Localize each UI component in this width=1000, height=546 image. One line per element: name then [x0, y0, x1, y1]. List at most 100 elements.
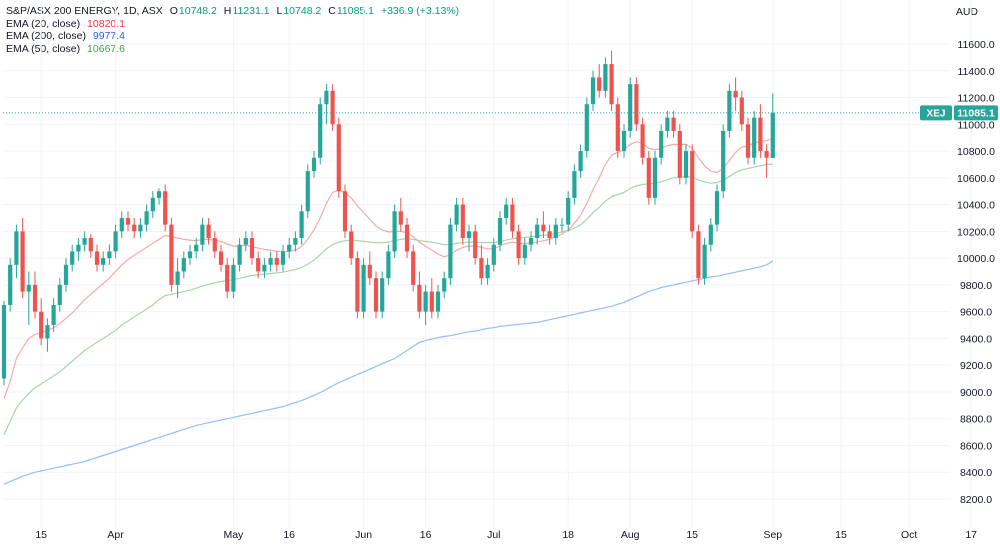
candle-body [324, 90, 329, 105]
candle-body [305, 171, 310, 212]
candle [566, 191, 571, 232]
candle [355, 251, 360, 319]
candle [156, 188, 162, 205]
candle-body [615, 104, 620, 152]
candle-body [473, 231, 478, 259]
x-tick-label: Aug [621, 529, 640, 541]
candle-body [51, 304, 56, 326]
candle [237, 238, 242, 272]
candle [634, 77, 639, 131]
candle-body [138, 224, 143, 232]
candle-body [764, 151, 769, 158]
candle-body [504, 204, 509, 218]
candle-body [721, 130, 726, 192]
candle-body [590, 77, 596, 105]
candle-body [621, 130, 627, 152]
y-tick-label: 8600.0 [960, 440, 992, 452]
candle [392, 204, 397, 259]
ohlc-high-value: 11231.1 [232, 5, 270, 17]
candle-body [225, 264, 230, 292]
candle [206, 217, 211, 245]
x-tick-label: May [223, 529, 244, 541]
candle-body [559, 224, 565, 226]
candle-body [206, 224, 211, 239]
candle [659, 124, 664, 165]
y-tick-label: 11400.0 [957, 66, 994, 78]
candle-body [535, 224, 540, 239]
price-axis[interactable]: 8200.0 8400.0 8600.0 8800.0 9000.0 9200.0 9400… [957, 39, 995, 506]
candle-body [150, 197, 155, 212]
candle-body [423, 291, 428, 312]
candle [88, 234, 93, 259]
x-tick-label: 15 [835, 529, 847, 541]
candle [603, 57, 608, 98]
candle [522, 238, 527, 265]
candle [305, 164, 310, 218]
ohlc-open-value: 10748.2 [178, 5, 217, 17]
candle [218, 244, 224, 272]
candle-body [361, 264, 366, 312]
ohlc-low-value: 10748.2 [283, 5, 322, 17]
candle-body [231, 264, 236, 292]
candle-body [249, 238, 255, 259]
candle-body [200, 224, 205, 245]
candle [479, 244, 484, 285]
candle-body [45, 325, 50, 339]
candle [311, 151, 317, 178]
y-tick-label: 10400.0 [957, 200, 995, 212]
candle [733, 77, 738, 111]
candle-body [671, 117, 676, 131]
candle [386, 244, 391, 285]
candle-body [280, 251, 286, 265]
candle-body [411, 251, 416, 285]
candle [70, 244, 75, 272]
candle [491, 238, 496, 272]
candle-body [528, 238, 534, 245]
candle-body [770, 112, 775, 158]
y-tick-label: 9800.0 [960, 280, 992, 292]
candle [175, 258, 180, 299]
candle-body [696, 231, 701, 279]
candle [721, 124, 726, 198]
y-tick-label: 9200.0 [960, 360, 992, 372]
candle [460, 197, 465, 245]
ema20-label: EMA (20, close) [6, 17, 81, 30]
candle [677, 124, 682, 185]
candle [584, 97, 589, 158]
candle [249, 231, 255, 265]
candle-body [88, 238, 93, 252]
candle-body [739, 97, 744, 125]
candle [187, 244, 193, 265]
candle-body [547, 231, 552, 239]
candle-body [597, 77, 602, 91]
candle [212, 231, 217, 259]
time-axis[interactable]: 15 Apr May 16 Jun 16 Jul 18 Aug 15 Sep 15 Oct 17 [35, 529, 977, 541]
candle-body [460, 204, 465, 239]
candle [163, 184, 168, 232]
candle [739, 90, 744, 131]
candle-body [745, 124, 751, 158]
candle [268, 251, 273, 272]
candle [373, 271, 379, 319]
candle-body [373, 278, 379, 312]
candle-body [82, 238, 87, 245]
candle [770, 93, 775, 158]
candle-body [194, 244, 199, 252]
candle-body [553, 224, 558, 239]
candle-body [603, 64, 608, 91]
candle-body [392, 211, 397, 252]
candle [336, 117, 341, 198]
candle [466, 224, 472, 252]
symbol-name[interactable]: S&P/ASX 200 ENERGY, 1D, ASX [6, 5, 163, 17]
candle-body [572, 171, 577, 198]
y-tick-label: 11600.0 [957, 39, 994, 51]
candle [132, 217, 137, 239]
candle [26, 271, 31, 326]
currency-label[interactable]: AUD [955, 6, 978, 18]
candle-body [466, 231, 472, 239]
candle [435, 284, 441, 319]
candle [150, 191, 155, 218]
legend-indicator-ema200[interactable]: EMA (200, close) 9977.4 [6, 30, 459, 43]
candle [125, 211, 131, 232]
